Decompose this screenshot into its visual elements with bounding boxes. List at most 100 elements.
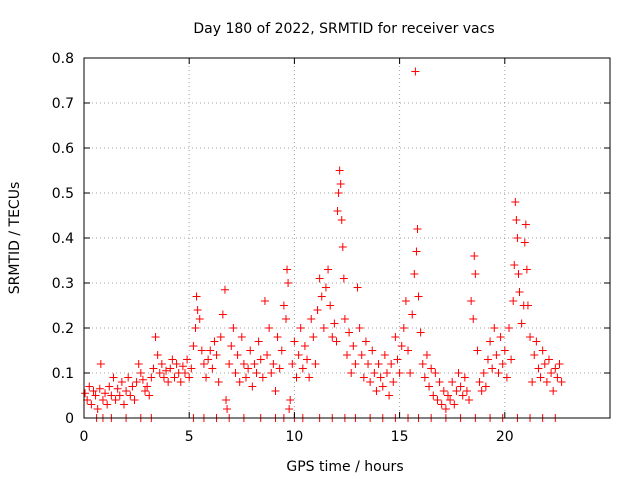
data-point	[477, 387, 486, 395]
data-point	[246, 346, 255, 355]
data-point	[252, 369, 261, 377]
data-point	[553, 373, 562, 382]
y-tick-label: 0	[65, 411, 74, 427]
data-point	[433, 396, 442, 404]
data-point	[492, 351, 501, 359]
data-point	[225, 360, 234, 368]
data-point	[454, 369, 463, 377]
x-tick-label: 20	[496, 429, 514, 445]
data-point	[418, 360, 427, 368]
data-point	[214, 378, 223, 386]
data-point	[420, 373, 429, 382]
data-point	[96, 360, 105, 368]
data-point	[187, 364, 196, 373]
data-point	[263, 351, 272, 359]
data-point	[523, 301, 532, 310]
data-point	[105, 382, 114, 391]
y-axis-label: SRMTID / TECUs	[7, 182, 23, 295]
data-point	[526, 333, 535, 341]
x-axis-label: GPS time / hours	[286, 459, 403, 475]
data-point	[494, 369, 503, 377]
data-point	[227, 342, 236, 350]
data-point	[414, 292, 423, 301]
data-point	[307, 315, 316, 323]
y-tick-label: 0.1	[52, 366, 74, 382]
data-point	[275, 364, 284, 373]
x-tick-label: 15	[391, 429, 409, 445]
data-point	[429, 391, 438, 400]
data-point	[143, 382, 152, 391]
data-point	[256, 355, 265, 364]
data-point	[235, 378, 244, 386]
data-point	[456, 382, 465, 391]
data-point	[512, 216, 521, 224]
data-point	[319, 324, 328, 332]
data-point	[326, 301, 335, 310]
data-point	[411, 67, 420, 76]
data-point	[128, 382, 137, 391]
data-point	[93, 405, 102, 413]
data-point	[285, 405, 294, 413]
data-point	[239, 360, 248, 368]
data-point	[332, 337, 341, 346]
data-point	[517, 319, 526, 328]
data-point	[475, 378, 484, 386]
y-tick-label: 0.7	[52, 96, 74, 112]
data-point	[122, 387, 131, 395]
data-point	[500, 346, 509, 355]
y-tick-label: 0.4	[52, 231, 74, 247]
data-point	[85, 382, 94, 391]
data-point	[277, 346, 286, 355]
data-point	[300, 342, 309, 350]
data-point	[183, 355, 192, 364]
data-point	[336, 180, 345, 188]
data-point	[520, 238, 529, 247]
data-point	[95, 384, 104, 393]
data-point	[382, 369, 391, 377]
data-point	[542, 378, 551, 386]
data-point	[271, 387, 280, 395]
data-point	[357, 351, 366, 359]
data-point	[134, 360, 143, 368]
data-point	[296, 324, 305, 332]
data-point	[437, 400, 446, 409]
data-point	[431, 369, 440, 377]
data-point	[413, 225, 422, 233]
data-point	[136, 369, 145, 377]
data-point	[195, 315, 204, 323]
data-point	[534, 364, 543, 373]
data-point	[91, 391, 100, 400]
data-point	[372, 387, 381, 395]
data-point	[351, 360, 360, 368]
data-point	[473, 346, 482, 355]
data-point	[126, 391, 135, 400]
data-point	[124, 373, 133, 382]
data-point	[109, 373, 118, 382]
data-point	[391, 333, 400, 341]
data-point	[496, 333, 505, 341]
data-point	[364, 360, 373, 368]
data-point	[510, 261, 519, 269]
data-point	[353, 283, 362, 292]
data-point	[303, 355, 312, 364]
data-point	[317, 292, 326, 301]
data-point	[528, 378, 537, 386]
data-point	[220, 285, 229, 294]
data-point	[155, 369, 164, 377]
data-point	[540, 360, 549, 368]
data-point	[361, 337, 370, 346]
data-point	[305, 373, 314, 382]
data-point	[479, 369, 488, 377]
data-point	[339, 274, 348, 283]
data-point	[273, 333, 282, 341]
data-point	[223, 405, 232, 413]
data-point	[206, 346, 215, 355]
data-point	[538, 346, 547, 355]
data-point	[149, 364, 158, 373]
data-point	[395, 369, 404, 377]
data-point	[536, 373, 545, 382]
data-point	[452, 387, 461, 395]
data-point	[298, 364, 307, 373]
data-point	[222, 396, 231, 404]
